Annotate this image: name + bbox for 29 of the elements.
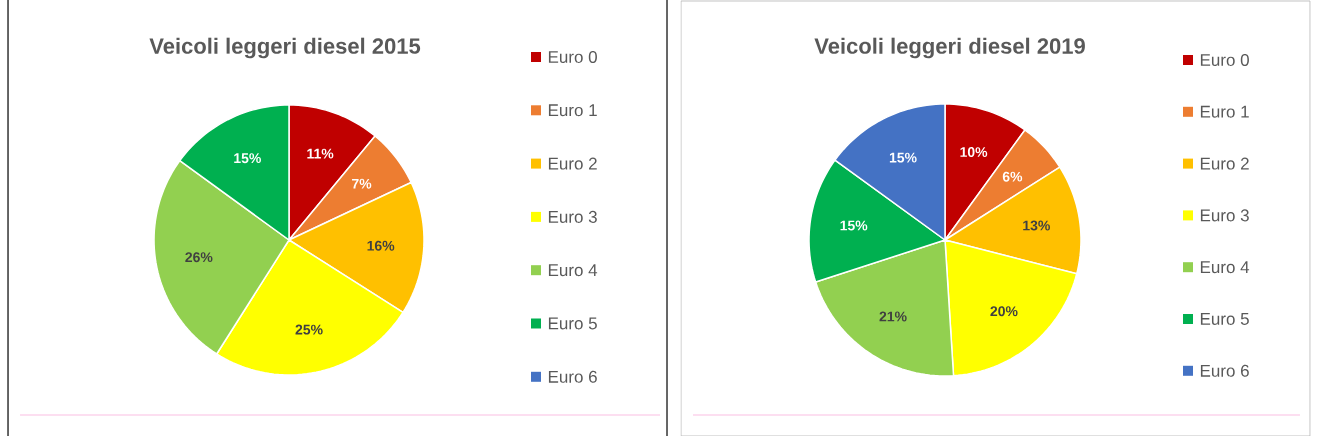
legend-label: Euro 6 <box>1200 364 1249 377</box>
legend-label: Euro 1 <box>1200 105 1249 118</box>
data-label: 20% <box>990 306 1018 317</box>
data-label: 6% <box>1002 171 1023 182</box>
legend-label: Euro 4 <box>548 264 598 277</box>
legend-label: Euro 4 <box>1200 261 1250 274</box>
data-label: 7% <box>352 178 372 189</box>
data-label: 21% <box>879 311 907 322</box>
legend-label: Euro 1 <box>548 104 597 117</box>
legend-label: Euro 6 <box>548 370 597 383</box>
data-label: 15% <box>234 153 261 164</box>
legend-label: Euro 5 <box>1200 313 1249 325</box>
data-label: 11% <box>307 148 334 159</box>
data-label: 26% <box>185 252 213 263</box>
data-label: 25% <box>295 324 323 335</box>
data-label: 15% <box>889 152 917 163</box>
data-label: 16% <box>367 240 395 251</box>
legend-label: Euro 5 <box>548 317 597 330</box>
chart-title: Veicoli leggeri diesel 2019 <box>814 37 1085 59</box>
data-label: 15% <box>840 220 868 231</box>
chart-title: Veicoli leggeri diesel 2015 <box>149 37 421 59</box>
legend-label: Euro 2 <box>548 157 597 170</box>
data-label: 10% <box>960 147 988 158</box>
legend-label: Euro 3 <box>548 210 597 223</box>
legend-label: Euro 3 <box>1200 209 1249 222</box>
legend-label: Euro 2 <box>1200 157 1249 170</box>
legend-label: Euro 0 <box>1200 53 1249 67</box>
legend-label: Euro 0 <box>548 50 597 64</box>
data-label: 13% <box>1023 220 1050 231</box>
